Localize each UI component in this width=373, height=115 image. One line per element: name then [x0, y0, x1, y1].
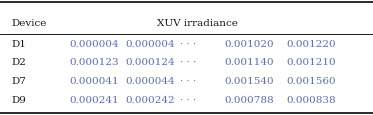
Text: 0.001220: 0.001220 — [286, 39, 336, 48]
Text: 0.000124: 0.000124 — [126, 58, 175, 67]
Text: D7: D7 — [11, 76, 26, 85]
Text: 0.001560: 0.001560 — [286, 76, 336, 85]
Text: · · ·: · · · — [180, 76, 197, 85]
Text: 0.000838: 0.000838 — [286, 96, 336, 105]
Text: 0.001020: 0.001020 — [225, 39, 274, 48]
Text: D2: D2 — [11, 58, 26, 67]
Text: 0.000004: 0.000004 — [70, 39, 119, 48]
Text: 0.000123: 0.000123 — [70, 58, 119, 67]
Text: 0.000041: 0.000041 — [70, 76, 119, 85]
Text: · · ·: · · · — [180, 96, 197, 105]
Text: Device: Device — [11, 19, 47, 27]
Text: · · ·: · · · — [180, 58, 197, 67]
Text: D1: D1 — [11, 39, 26, 48]
Text: 0.001140: 0.001140 — [225, 58, 274, 67]
Text: 0.000004: 0.000004 — [126, 39, 175, 48]
Text: D9: D9 — [11, 96, 26, 105]
Text: · · ·: · · · — [180, 39, 197, 48]
Text: 0.000241: 0.000241 — [70, 96, 119, 105]
Text: 0.001540: 0.001540 — [225, 76, 274, 85]
Text: 0.000044: 0.000044 — [126, 76, 175, 85]
Text: 0.000788: 0.000788 — [225, 96, 274, 105]
Text: XUV irradiance: XUV irradiance — [157, 19, 238, 27]
Text: 0.000242: 0.000242 — [126, 96, 175, 105]
Text: 0.001210: 0.001210 — [286, 58, 336, 67]
